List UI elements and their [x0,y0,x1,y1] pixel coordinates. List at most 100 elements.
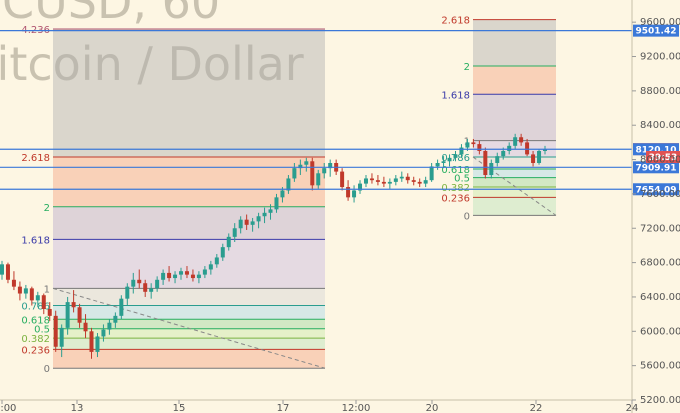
candle-body [101,329,106,337]
candle [23,284,28,299]
candle-body [459,147,464,155]
candle [77,303,82,328]
candle-body [483,150,488,176]
candle-body [447,157,452,162]
candle-body [167,272,172,279]
candle-body [113,315,118,323]
candle [184,266,189,279]
candle-body [173,274,178,279]
candle-body [513,137,518,146]
fib-set[interactable]: 4.2362.61821.61810.7860.6180.50.3820.236… [21,25,326,375]
candle [447,154,452,167]
fib-level-label: 2.618 [21,153,50,164]
candle [537,149,542,165]
candle-body [17,286,22,294]
candle-body [250,221,255,225]
candle [214,254,219,268]
candle [525,138,530,157]
candle [507,142,512,155]
candle-body [83,322,88,332]
time-axis[interactable]: 12:00 13 15 17 12:00 20 22 24 [0,399,639,413]
price-tick-label: 6400.00 [640,292,680,303]
candle-body [489,163,494,176]
candle [292,163,297,182]
candle-body [292,168,297,179]
candle [149,283,154,299]
countdown-label: 39:53 [649,153,678,163]
candle-body [417,181,422,184]
candle-body [41,295,46,309]
candle-body [184,271,189,275]
fibonacci-extensions[interactable]: 4.2362.61821.61810.7860.6180.50.3820.236… [21,16,557,376]
price-axis[interactable]: 9600.00 9200.00 8800.00 8400.00 8000.00 7600.… [631,0,680,413]
candle-body [453,154,458,158]
candle [167,266,172,282]
candle [83,314,88,339]
candle-body [507,145,512,151]
candle-body [280,190,285,198]
price-tick-label: 7600.00 [640,189,680,200]
price-tick-label: 9200.00 [640,52,680,63]
time-tick-label: 20 [426,403,439,413]
candle-body [23,288,28,294]
candle [41,293,46,315]
candle-body [0,264,4,275]
candle [244,214,249,230]
candle-body [262,212,267,217]
candle [435,159,440,170]
price-tick-label: 9600.00 [640,17,680,28]
candle-body [214,257,219,265]
candle-body [363,178,368,184]
candle-body [71,302,76,308]
candle [489,159,494,179]
candle-body [190,274,195,279]
fib-level-label: 0 [44,364,50,375]
candle [250,217,255,232]
candle [59,324,64,358]
price-tick-label: 6000.00 [640,326,680,337]
fib-zone [53,349,325,369]
candle-body [286,178,291,191]
candle-body [232,228,237,237]
price-tick-label: 8000.00 [640,155,680,166]
fib-zone [473,197,556,216]
price-badge-label: 9501.42 [636,27,677,37]
fib-zone [473,177,556,188]
candle-body [59,327,64,347]
time-tick-label: 15 [173,403,186,413]
candle-body [47,308,52,316]
price-tick-label: 5200.00 [640,395,680,406]
candle [119,295,124,320]
fib-zone [473,187,556,198]
symbol-watermark: BTCUSD, 60 Bitcoin / Dollar [0,0,304,91]
candle-body [531,154,536,163]
candle [483,147,488,179]
candle [369,173,374,184]
fib-zone [473,94,556,141]
time-tick-label: 24 [626,403,639,413]
candle-body [11,279,16,287]
candle-body [5,264,10,280]
candle [256,212,261,229]
candle [173,271,178,284]
candle [238,216,243,234]
candle [190,269,195,282]
fib-level-label: 2.618 [441,16,470,27]
candle-body [226,236,231,248]
candle-body [107,322,112,330]
candle [107,319,112,335]
candle-body [501,150,506,157]
countdown-badge [646,150,680,163]
fib-level-label: 0.618 [441,165,470,176]
candle [232,223,237,242]
candle [226,233,231,251]
candle-body [477,144,482,151]
candle [393,175,398,186]
candle-body [137,279,142,284]
candle [310,157,315,191]
candle [101,324,106,342]
fib-level-label: 0.236 [21,345,50,356]
